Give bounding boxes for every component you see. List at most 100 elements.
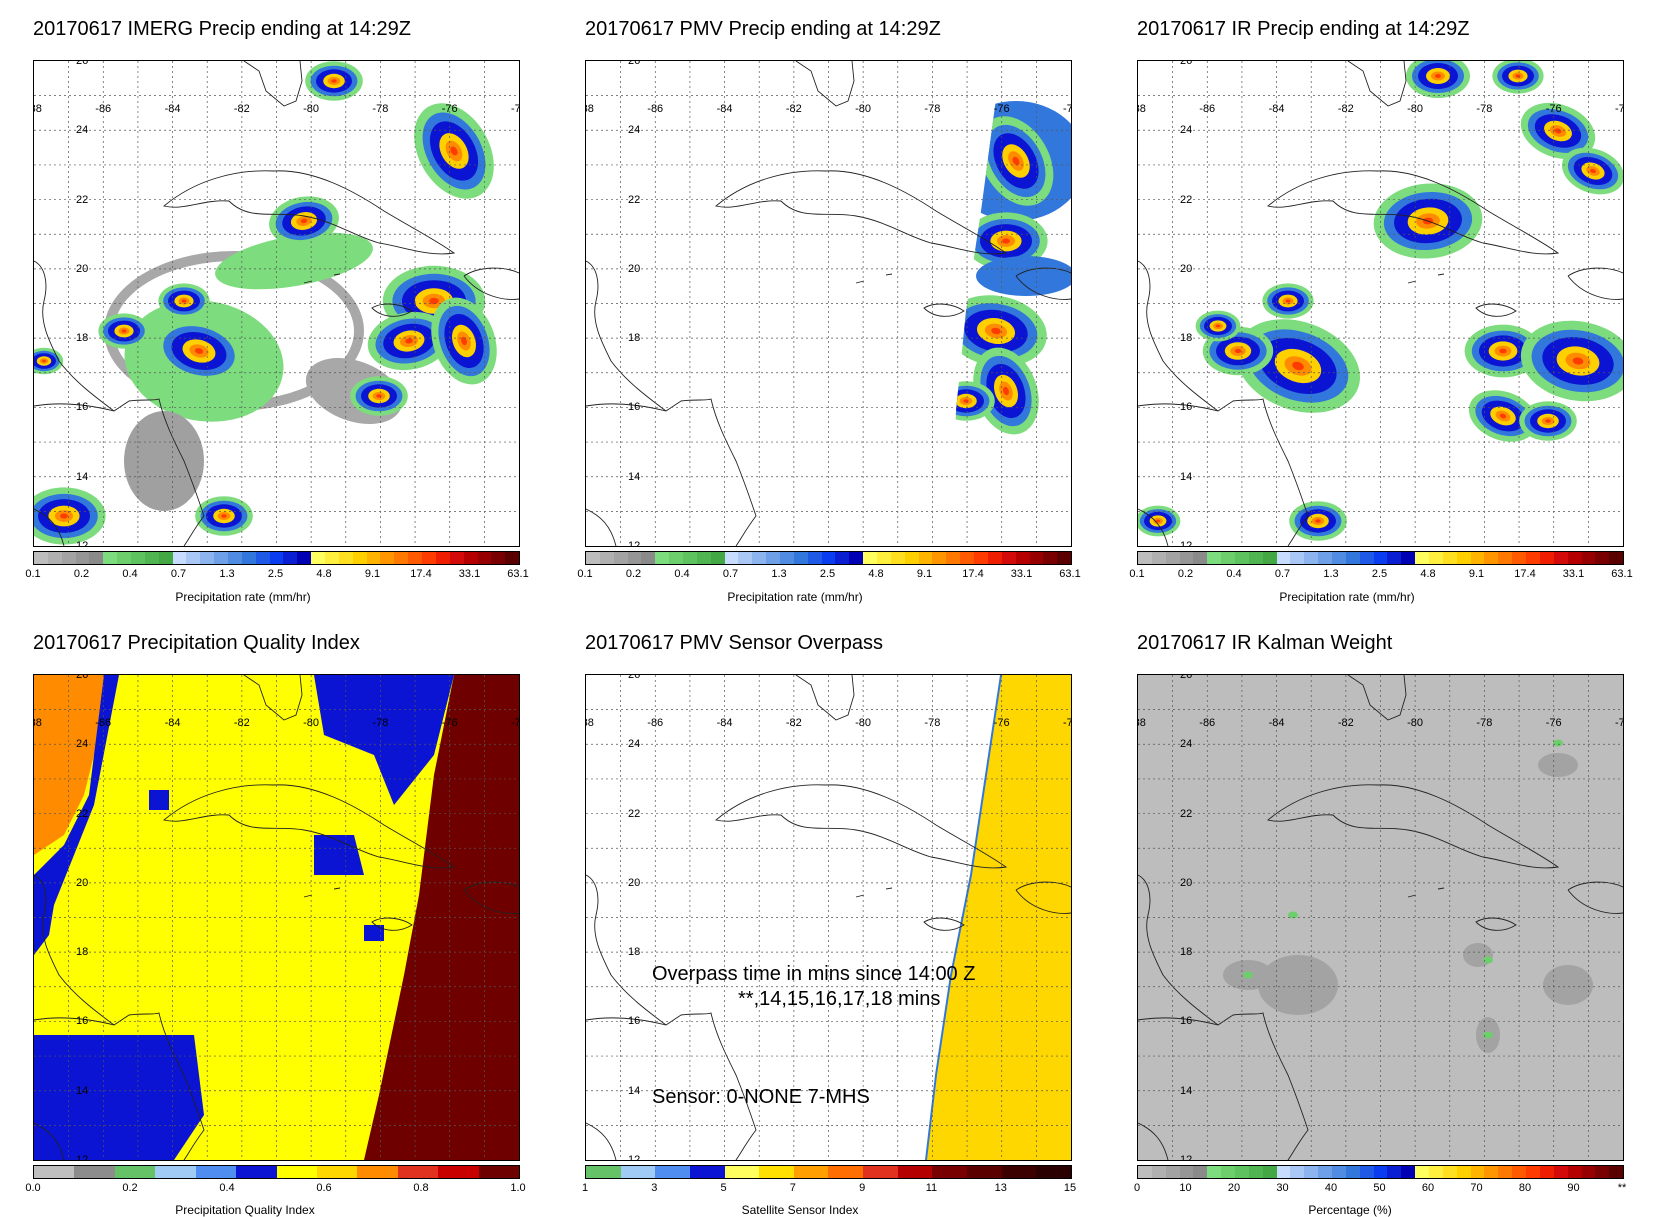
lon-label: -80 bbox=[855, 103, 872, 115]
colorbar-swatch bbox=[1512, 1166, 1527, 1178]
colorbar-swatch bbox=[1470, 1166, 1485, 1178]
map-canvas bbox=[586, 675, 1071, 1160]
colorbar-swatch bbox=[463, 552, 478, 564]
colorbar-swatch bbox=[1179, 1166, 1194, 1178]
colorbar-swatch bbox=[627, 552, 642, 564]
lon-label: -84 bbox=[716, 717, 733, 729]
precip-field bbox=[951, 101, 1071, 435]
lat-label: 14 bbox=[76, 470, 89, 483]
colorbar-tick-label: 5 bbox=[720, 1182, 727, 1194]
colorbar-swatch bbox=[1595, 1166, 1610, 1178]
colorbar-swatch bbox=[1179, 552, 1194, 564]
colorbar-swatch bbox=[380, 552, 395, 564]
lat-lon-grid bbox=[586, 61, 1071, 546]
lat-lon-grid bbox=[586, 675, 1071, 1160]
lat-label: 20 bbox=[76, 262, 89, 275]
lon-label: -78 bbox=[924, 103, 941, 115]
colorbar-tick-label: 0 bbox=[1133, 1182, 1141, 1194]
lat-label: 22 bbox=[1180, 807, 1193, 820]
colorbar-tick-label: 63.1 bbox=[507, 568, 529, 580]
lat-label: 22 bbox=[76, 807, 89, 820]
colorbar-swatch bbox=[1029, 552, 1044, 564]
colorbar-swatch bbox=[47, 552, 62, 564]
colorbar-swatch bbox=[195, 1166, 237, 1178]
quality-field bbox=[34, 675, 519, 1160]
lon-label: -74 bbox=[1615, 103, 1623, 115]
colorbar-tick-label: 7 bbox=[789, 1182, 796, 1194]
colorbar-swatch bbox=[974, 552, 988, 564]
colorbar-swatch bbox=[89, 552, 104, 564]
colorbar-swatch bbox=[793, 1166, 829, 1178]
colorbar-tick-label: 0.0 bbox=[25, 1182, 41, 1194]
lon-label: -74 bbox=[511, 103, 519, 115]
colorbar-swatch bbox=[131, 552, 145, 564]
colorbar-tick-label: 2.5 bbox=[267, 568, 284, 580]
colorbar-swatch bbox=[1235, 552, 1249, 564]
colorbar-swatch bbox=[186, 552, 201, 564]
colorbar-tick-label: 10 bbox=[1179, 1182, 1192, 1194]
colorbar-swatch bbox=[1138, 1166, 1152, 1178]
colorbar-swatch bbox=[689, 1166, 725, 1178]
colorbar-precip bbox=[585, 551, 1072, 565]
colorbar-swatch bbox=[1401, 552, 1416, 564]
lat-label: 16 bbox=[628, 1015, 641, 1028]
colorbar-tick-label: 4.8 bbox=[868, 568, 884, 580]
colorbar-swatch bbox=[1151, 552, 1166, 564]
colorbar-swatch bbox=[1036, 1166, 1071, 1178]
colorbar-swatch bbox=[1221, 1166, 1236, 1178]
colorbar-swatch bbox=[1221, 552, 1236, 564]
colorbar-swatch bbox=[491, 552, 506, 564]
colorbar-swatch bbox=[269, 552, 284, 564]
colorbar-swatch bbox=[1359, 1166, 1374, 1178]
colorbar-tick-label: 0.8 bbox=[413, 1182, 429, 1194]
lon-label: -84 bbox=[164, 717, 181, 729]
colorbar-swatch bbox=[1138, 552, 1152, 564]
map-canvas bbox=[34, 61, 519, 546]
colorbar-swatch bbox=[1304, 1166, 1319, 1178]
lat-label: 18 bbox=[76, 332, 89, 345]
lon-label: -76 bbox=[993, 103, 1010, 115]
lat-label: 12 bbox=[628, 540, 641, 547]
precip-field bbox=[34, 61, 497, 545]
lat-label: 22 bbox=[76, 193, 89, 206]
lon-label: -76 bbox=[1545, 103, 1562, 115]
lat-label: 12 bbox=[1180, 540, 1193, 547]
lat-lon-grid bbox=[1138, 61, 1623, 546]
colorbar-swatch bbox=[241, 552, 256, 564]
colorbar-swatch bbox=[759, 1166, 794, 1178]
colorbar-swatch bbox=[158, 552, 173, 564]
lon-label: -84 bbox=[1268, 103, 1285, 115]
colorbar-label: Precipitation Quality Index bbox=[175, 1203, 315, 1217]
lon-label: -86 bbox=[647, 103, 664, 115]
map-overpass: -88 -86 -84 -82 -80 -78 -76 -74 26 24 22 20 18 16 14 12 bbox=[585, 674, 1072, 1161]
colorbar-swatch bbox=[890, 552, 905, 564]
colorbar-swatch bbox=[863, 1166, 898, 1178]
colorbar-tick-label: 4.8 bbox=[316, 568, 332, 580]
colorbar-swatch bbox=[1345, 1166, 1360, 1178]
colorbar-swatch bbox=[438, 1166, 479, 1178]
colorbar-tick-label: 17.4 bbox=[962, 568, 984, 580]
panel-title: 20170617 PMV Sensor Overpass bbox=[585, 632, 883, 654]
colorbar-swatch bbox=[1415, 552, 1430, 564]
colorbar-swatch bbox=[236, 1166, 277, 1178]
colorbar-swatch bbox=[946, 552, 961, 564]
colorbar-tick-label: 0.2 bbox=[625, 568, 642, 580]
colorbar-tick-label: 0.2 bbox=[1177, 568, 1194, 580]
colorbar-swatch bbox=[807, 552, 822, 564]
lon-label: -84 bbox=[716, 103, 733, 115]
lon-label: -80 bbox=[303, 103, 320, 115]
colorbar-tick-label: 9.1 bbox=[364, 568, 381, 580]
colorbar-tick-label: 20 bbox=[1227, 1182, 1241, 1194]
lon-label: -86 bbox=[1199, 103, 1216, 115]
colorbar-swatch bbox=[821, 552, 836, 564]
colorbar-swatch bbox=[1387, 1166, 1402, 1178]
colorbar-swatch bbox=[766, 552, 781, 564]
lon-label: -78 bbox=[372, 103, 389, 115]
lon-label: -76 bbox=[441, 103, 458, 115]
colorbar-swatch bbox=[1318, 552, 1333, 564]
colorbar-swatch bbox=[669, 552, 684, 564]
lat-label: 16 bbox=[76, 401, 89, 414]
colorbar-tick-label: 9 bbox=[859, 1182, 866, 1194]
colorbar-swatch bbox=[918, 552, 933, 564]
lat-label: 24 bbox=[1180, 738, 1193, 751]
